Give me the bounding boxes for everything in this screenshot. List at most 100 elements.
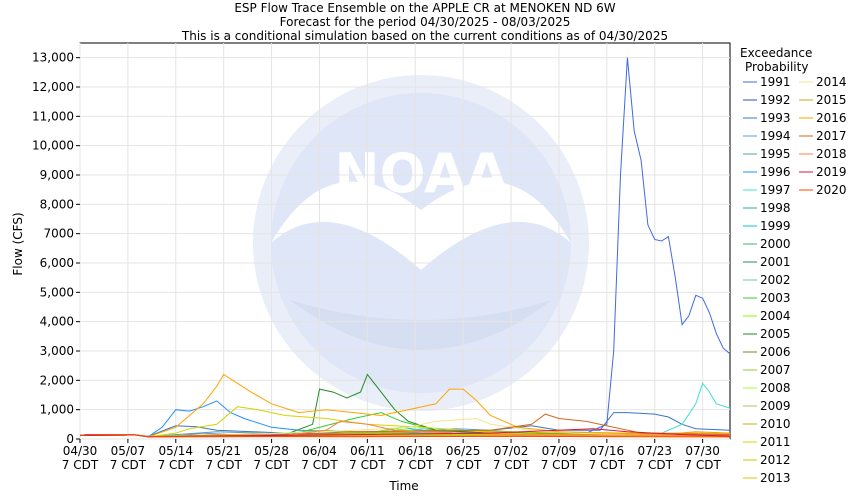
legend-item-1992: 1992 (743, 93, 791, 107)
legend-label: 2012 (760, 453, 791, 467)
legend-label: 2020 (816, 183, 847, 197)
y-tick-label: 9,000 (40, 168, 74, 182)
legend-title-1: Exceedance (740, 46, 812, 60)
x-tick-time: 7 CDT (493, 458, 530, 472)
legend-label: 2016 (816, 111, 847, 125)
legend-label: 2000 (760, 237, 791, 251)
legend-label: 2007 (760, 363, 791, 377)
legend-item-1997: 1997 (743, 183, 791, 197)
legend-label: 2004 (760, 309, 791, 323)
legend-label: 1998 (760, 201, 791, 215)
legend-label: 1993 (760, 111, 791, 125)
y-axis-label: Flow (CFS) (11, 212, 25, 275)
legend-item-2004: 2004 (743, 309, 791, 323)
y-tick-label: 0 (66, 432, 74, 446)
legend-item-2018: 2018 (799, 147, 847, 161)
legend-label: 2003 (760, 291, 791, 305)
legend-item-2007: 2007 (743, 363, 791, 377)
x-tick-date: 05/14 (158, 444, 193, 458)
legend-label: 1994 (760, 129, 791, 143)
x-tick-date: 05/07 (111, 444, 146, 458)
legend-item-2015: 2015 (799, 93, 847, 107)
x-tick-date: 07/23 (637, 444, 672, 458)
legend-item-2006: 2006 (743, 345, 791, 359)
y-tick-label: 8,000 (40, 197, 74, 211)
legend-item-2009: 2009 (743, 399, 791, 413)
legend-item-2011: 2011 (743, 435, 791, 449)
x-tick-date: 07/16 (590, 444, 625, 458)
y-tick-label: 11,000 (32, 109, 74, 123)
series-line-2020 (79, 434, 731, 438)
legend-label: 1991 (760, 75, 791, 89)
legend-label: 2001 (760, 255, 791, 269)
chart-subtitle-2: This is a conditional simulation based o… (181, 29, 668, 43)
legend-label: 1996 (760, 165, 791, 179)
legend-label: 2006 (760, 345, 791, 359)
x-tick-date: 04/30 (63, 444, 98, 458)
y-tick-label: 10,000 (32, 139, 74, 153)
legend-label: 1992 (760, 93, 791, 107)
noaa-watermark-logo: NOAA (253, 75, 589, 411)
y-tick-label: 1,000 (40, 403, 74, 417)
legend-title-2: Probability (745, 60, 808, 74)
gridlines (79, 43, 730, 440)
series-line-2011 (79, 406, 731, 438)
legend-item-2008: 2008 (743, 381, 791, 395)
x-axis-label: Time (388, 479, 418, 493)
y-tick-label: 4,000 (40, 315, 74, 329)
legend-item-1991: 1991 (743, 75, 791, 89)
y-tick-label: 5,000 (40, 285, 74, 299)
legend-item-1993: 1993 (743, 111, 791, 125)
legend-item-2013: 2013 (743, 471, 791, 485)
x-tick-time: 7 CDT (349, 458, 386, 472)
legend-item-2017: 2017 (799, 129, 847, 143)
x-tick-time: 7 CDT (62, 458, 99, 472)
x-tick-date: 07/02 (494, 444, 529, 458)
x-tick-time: 7 CDT (205, 458, 242, 472)
legend-item-2001: 2001 (743, 255, 791, 269)
x-tick-time: 7 CDT (445, 458, 482, 472)
x-tick-date: 06/25 (446, 444, 481, 458)
legend-label: 2011 (760, 435, 791, 449)
legend-label: 2008 (760, 381, 791, 395)
legend-label: 2018 (816, 147, 847, 161)
x-tick-time: 7 CDT (397, 458, 434, 472)
y-tick-label: 7000 (43, 227, 74, 241)
x-tick-date: 07/30 (685, 444, 720, 458)
legend-label: 2013 (760, 471, 791, 485)
legend-label: 1999 (760, 219, 791, 233)
legend-label: 2002 (760, 273, 791, 287)
series-lines (79, 57, 731, 438)
x-tick-date: 05/28 (254, 444, 289, 458)
legend-item-2010: 2010 (743, 417, 791, 431)
legend-label: 1997 (760, 183, 791, 197)
legend-item-1998: 1998 (743, 201, 791, 215)
legend-item-2012: 2012 (743, 453, 791, 467)
legend: 1991 1992 1993 1994 1995 1996 1997 1998 1999 2000… (743, 75, 847, 485)
legend-item-1999: 1999 (743, 219, 791, 233)
legend-item-2014: 2014 (799, 75, 847, 89)
x-tick-time: 7 CDT (589, 458, 626, 472)
legend-item-1994: 1994 (743, 129, 791, 143)
x-tick-time: 7 CDT (541, 458, 578, 472)
legend-item-2016: 2016 (799, 111, 847, 125)
y-tick-label: 6,000 (40, 256, 74, 270)
legend-item-2019: 2019 (799, 165, 847, 179)
chart-title: ESP Flow Trace Ensemble on the APPLE CR … (234, 1, 615, 15)
legend-item-2020: 2020 (799, 183, 847, 197)
legend-item-2005: 2005 (743, 327, 791, 341)
svg-text:NOAA: NOAA (334, 142, 507, 205)
y-tick-label: 2,000 (40, 373, 74, 387)
x-tick-date: 07/09 (542, 444, 577, 458)
legend-item-2002: 2002 (743, 273, 791, 287)
series-line-1993 (79, 412, 731, 437)
x-tick-time: 7 CDT (158, 458, 195, 472)
x-tick-date: 05/21 (206, 444, 241, 458)
y-tick-label: 3,000 (40, 344, 74, 358)
chart-subtitle-1: Forecast for the period 04/30/2025 - 08/… (280, 15, 571, 29)
x-tick-time: 7 CDT (253, 458, 290, 472)
x-tick-time: 7 CDT (684, 458, 721, 472)
legend-item-2003: 2003 (743, 291, 791, 305)
